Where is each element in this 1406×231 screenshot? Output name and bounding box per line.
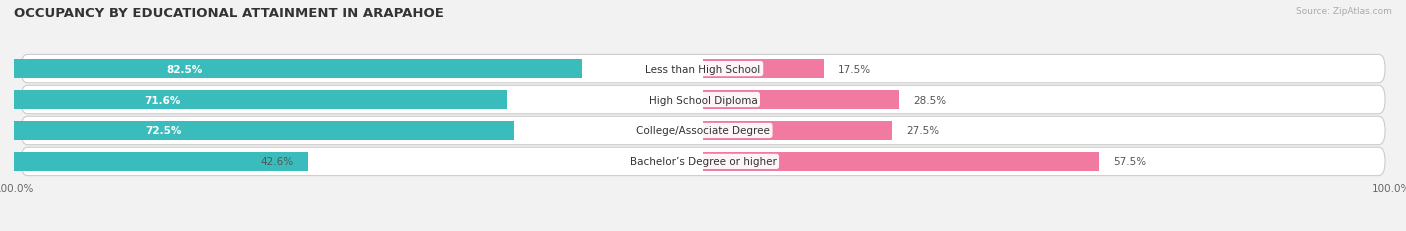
Text: Source: ZipAtlas.com: Source: ZipAtlas.com [1296,7,1392,16]
Text: OCCUPANCY BY EDUCATIONAL ATTAINMENT IN ARAPAHOE: OCCUPANCY BY EDUCATIONAL ATTAINMENT IN A… [14,7,444,20]
Bar [703,121,893,140]
FancyBboxPatch shape [21,148,1385,176]
Text: 57.5%: 57.5% [1114,157,1146,167]
Bar [14,152,308,171]
FancyBboxPatch shape [21,55,1385,83]
Text: Less than High School: Less than High School [645,64,761,74]
Text: 72.5%: 72.5% [146,126,183,136]
FancyBboxPatch shape [21,86,1385,114]
Text: 27.5%: 27.5% [907,126,939,136]
Text: 28.5%: 28.5% [912,95,946,105]
Bar [14,121,513,140]
Text: 82.5%: 82.5% [166,64,202,74]
Text: Bachelor’s Degree or higher: Bachelor’s Degree or higher [630,157,776,167]
Text: High School Diploma: High School Diploma [648,95,758,105]
Text: 42.6%: 42.6% [260,157,294,167]
Legend: Owner-occupied, Renter-occupied: Owner-occupied, Renter-occupied [596,228,810,231]
Bar [703,91,900,110]
Bar [703,152,1099,171]
Text: 17.5%: 17.5% [838,64,870,74]
Bar [14,60,582,79]
Bar [703,60,824,79]
Text: College/Associate Degree: College/Associate Degree [636,126,770,136]
Bar [14,91,508,110]
Text: 71.6%: 71.6% [143,95,180,105]
FancyBboxPatch shape [21,117,1385,145]
